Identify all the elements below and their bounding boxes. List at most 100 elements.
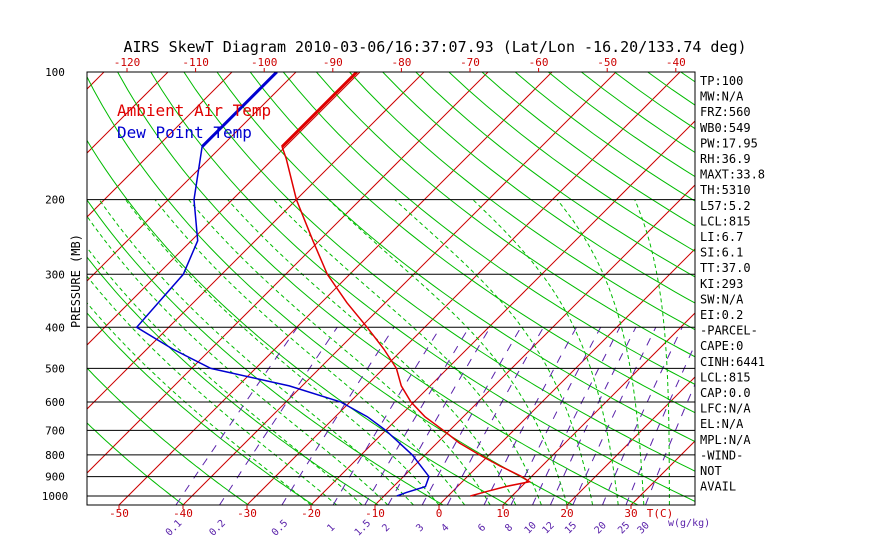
dewpoint-upper-segment bbox=[201, 72, 278, 148]
index-value: CINH:6441 bbox=[700, 355, 765, 369]
dry-adiabat-line bbox=[117, 72, 639, 505]
isotherm-line bbox=[118, 72, 553, 505]
pressure-tick-label: 800 bbox=[45, 449, 65, 462]
mixing-ratio-line bbox=[364, 327, 470, 505]
mixing-ratio-line bbox=[602, 327, 683, 505]
bottom-temp-tick-label: -30 bbox=[237, 507, 257, 520]
index-value: LFC:N/A bbox=[700, 402, 751, 416]
isotherm-line bbox=[87, 72, 489, 474]
top-temp-tick-label: -60 bbox=[529, 56, 549, 69]
mixing-ratio-tick-label: 20 bbox=[593, 520, 609, 536]
mixing-ratio-tick-label: 12 bbox=[541, 520, 557, 536]
bottom-unit-label: T(C) bbox=[647, 507, 674, 520]
mixing-ratio-line bbox=[387, 327, 491, 505]
mixing-ratio-tick-label: 0.2 bbox=[207, 518, 228, 539]
top-temp-tick-label: -50 bbox=[597, 56, 617, 69]
pressure-tick-label: 100 bbox=[45, 66, 65, 79]
index-value: FRZ:560 bbox=[700, 105, 751, 119]
bottom-temp-tick-label: -10 bbox=[365, 507, 385, 520]
mixing-ratio-tick-label: 1 bbox=[325, 522, 337, 534]
index-value: WB0:549 bbox=[700, 121, 751, 135]
mixing-ratio-tick-label: 6 bbox=[476, 522, 488, 534]
isotherm-line bbox=[182, 72, 617, 505]
moist-adiabat-line bbox=[98, 199, 414, 505]
moist-adiabat-line bbox=[273, 199, 542, 505]
mixing-ratio-tick-label: 3 bbox=[414, 522, 426, 534]
mixing-ratio-line bbox=[175, 327, 298, 505]
index-value: NOT bbox=[700, 464, 722, 478]
top-temp-tick-label: -120 bbox=[114, 56, 141, 69]
mixing-ratio-line bbox=[645, 383, 695, 505]
bottom-temp-tick-label: 0 bbox=[436, 507, 443, 520]
bottom-temp-tick-label: -50 bbox=[109, 507, 129, 520]
mixing-ratio-tick-label: 15 bbox=[563, 520, 579, 536]
top-temp-tick-label: -80 bbox=[391, 56, 411, 69]
bottom-temp-tick-label: 10 bbox=[496, 507, 509, 520]
index-value: KI:293 bbox=[700, 277, 743, 291]
pressure-tick-label: 200 bbox=[45, 194, 65, 207]
dry-adiabat-line bbox=[87, 256, 379, 505]
mixing-ratio-line bbox=[532, 327, 621, 505]
isotherm-line bbox=[246, 72, 681, 505]
top-temp-tick-label: -40 bbox=[666, 56, 686, 69]
moist-adiabat-line bbox=[328, 199, 568, 505]
index-value: PW:17.95 bbox=[700, 136, 758, 150]
dry-adiabat-line bbox=[87, 199, 444, 505]
mixing-ratio-tick-label: 0.1 bbox=[164, 518, 185, 539]
index-value: MPL:N/A bbox=[700, 433, 751, 447]
mixing-ratio-line bbox=[625, 343, 695, 505]
bottom-temp-tick-label: 30 bbox=[624, 507, 637, 520]
index-value: -WIND- bbox=[700, 448, 743, 462]
isotherm-line bbox=[0, 72, 40, 505]
index-value: SI:6.1 bbox=[700, 246, 743, 260]
dry-adiabat-line bbox=[249, 72, 695, 414]
isotherm-line bbox=[87, 72, 297, 282]
index-value: LI:6.7 bbox=[700, 230, 743, 244]
top-temp-tick-label: -110 bbox=[182, 56, 209, 69]
mixing-ratio-tick-label: 8 bbox=[503, 522, 515, 534]
moist-adiabat-line bbox=[394, 199, 594, 505]
mixing-ratio-line bbox=[510, 327, 602, 505]
pressure-tick-label: 600 bbox=[45, 396, 65, 409]
moist-adiabat-line bbox=[634, 199, 670, 505]
moist-adiabat-line bbox=[87, 275, 337, 505]
moist-adiabat-line bbox=[125, 199, 440, 505]
pressure-tick-label: 300 bbox=[45, 268, 65, 281]
isotherm-line bbox=[87, 72, 233, 218]
mixing-ratio-line bbox=[483, 327, 577, 505]
dry-adiabat-line bbox=[87, 139, 509, 505]
legend-dewpoint: Dew Point Temp bbox=[117, 123, 252, 142]
dry-adiabat-line bbox=[282, 72, 695, 385]
pressure-tick-label: 700 bbox=[45, 424, 65, 437]
legend-temperature: Ambient Air Temp bbox=[117, 101, 271, 120]
mixing-ratio-tick-label: 0.5 bbox=[270, 518, 291, 539]
isotherm-line bbox=[502, 312, 695, 505]
index-value: RH:36.9 bbox=[700, 152, 751, 166]
mixing-ratio-line bbox=[219, 327, 338, 505]
dry-adiabat-line bbox=[647, 72, 695, 106]
index-value: LCL:815 bbox=[700, 214, 751, 228]
index-value: MW:N/A bbox=[700, 90, 744, 104]
dry-adiabat-line bbox=[87, 312, 314, 505]
dry-adiabat-line bbox=[415, 72, 695, 278]
mixing-ratio-tick-label: 25 bbox=[616, 520, 632, 536]
isotherm-line bbox=[87, 72, 425, 410]
dry-adiabat-line bbox=[481, 72, 695, 227]
index-value: CAP:0.0 bbox=[700, 386, 751, 400]
mixing-ratio-tick-label: 2 bbox=[380, 522, 392, 534]
index-value: EL:N/A bbox=[700, 417, 744, 431]
mixing-ratio-tick-label: 10 bbox=[523, 520, 539, 536]
mixing-ratio-line bbox=[446, 327, 544, 505]
moist-adiabat-line bbox=[472, 199, 619, 505]
mixing-ratio-tick-label: 1.5 bbox=[353, 518, 374, 539]
index-value: SW:N/A bbox=[700, 292, 744, 306]
top-temp-tick-label: -100 bbox=[251, 56, 278, 69]
dry-adiabat-line bbox=[87, 367, 249, 505]
isotherm-line bbox=[87, 72, 105, 90]
mixing-ratio-line bbox=[549, 327, 637, 505]
index-value: EI:0.2 bbox=[700, 308, 743, 322]
moist-adiabat-line bbox=[227, 199, 517, 505]
dry-adiabat-line bbox=[349, 72, 695, 331]
isotherm-line bbox=[438, 248, 695, 505]
